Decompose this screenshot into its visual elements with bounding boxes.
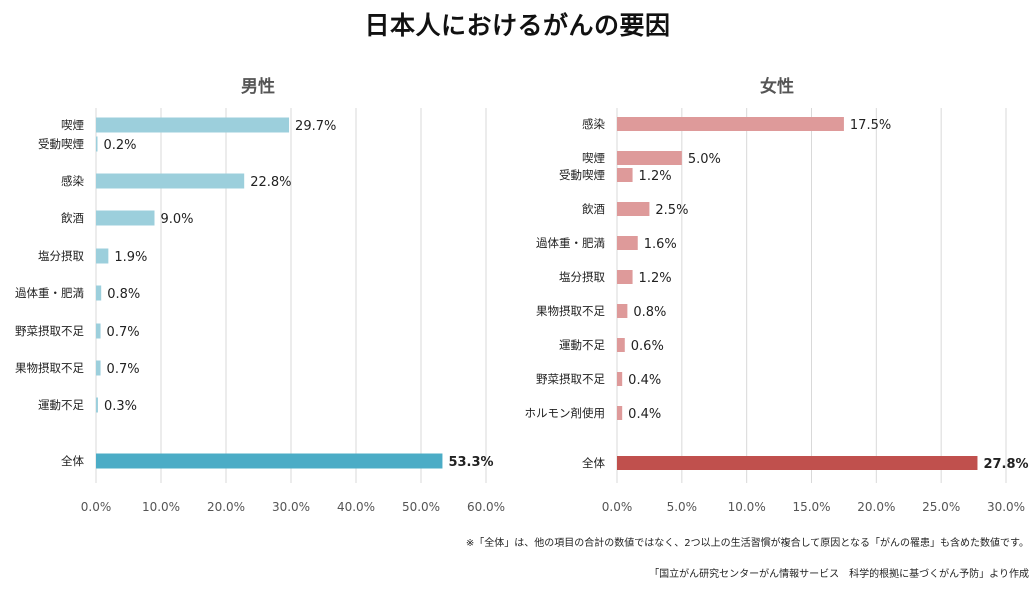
x-tick-label: 0.0% [602, 500, 633, 514]
bar [617, 338, 625, 352]
category-label: 喫煙 [582, 151, 605, 165]
data-label: 29.7% [295, 119, 336, 134]
x-tick-label: 60.0% [467, 500, 505, 514]
x-tick-label: 30.0% [987, 500, 1025, 514]
category-label: 受動喫煙 [559, 168, 605, 182]
x-tick-label: 40.0% [337, 500, 375, 514]
data-label: 1.2% [639, 271, 672, 286]
data-label: 0.8% [633, 305, 666, 320]
x-tick-label: 25.0% [922, 500, 960, 514]
category-label: 塩分摂取 [559, 270, 605, 284]
data-label: 0.6% [631, 339, 664, 354]
data-label: 2.5% [655, 203, 688, 218]
x-tick-label: 50.0% [402, 500, 440, 514]
bar [617, 270, 633, 284]
bar [617, 151, 682, 165]
x-tick-label: 15.0% [792, 500, 830, 514]
data-label: 27.8% [983, 457, 1028, 472]
bar [96, 136, 98, 152]
category-label: 飲酒 [61, 211, 84, 225]
data-label: 0.2% [104, 138, 137, 153]
bar [617, 456, 978, 470]
bar [617, 168, 633, 182]
category-label: 野菜摂取不足 [536, 372, 605, 386]
bar [96, 210, 155, 226]
bar [617, 236, 638, 250]
data-label: 1.2% [639, 169, 672, 184]
x-tick-label: 30.0% [272, 500, 310, 514]
bar [617, 372, 623, 386]
category-label: ホルモン剤使用 [525, 406, 606, 420]
data-label: 5.0% [688, 152, 721, 167]
bar [96, 360, 101, 376]
x-tick-label: 0.0% [81, 500, 112, 514]
data-label: 17.5% [850, 118, 891, 133]
category-label: 果物摂取不足 [15, 361, 84, 375]
page-title: 日本人におけるがんの要因 [364, 11, 671, 40]
data-label: 0.4% [628, 407, 661, 422]
category-label: 果物摂取不足 [536, 304, 605, 318]
chart-title: 男性 [241, 76, 275, 97]
data-label: 0.8% [107, 287, 140, 302]
category-label: 運動不足 [559, 338, 605, 352]
x-tick-label: 10.0% [142, 500, 180, 514]
category-label: 受動喫煙 [38, 137, 84, 151]
bar [617, 202, 650, 216]
female-chart: 女性 0.0% 5.0% 10.0% 15.0% 20.0% 25.0% 30.0% 感染 17.… [525, 76, 1029, 514]
category-label: 喫煙 [61, 118, 84, 132]
data-label: 0.7% [107, 325, 140, 340]
data-label: 1.6% [644, 237, 677, 252]
bar [96, 248, 109, 264]
category-label: 過体重・肥満 [15, 286, 84, 300]
bar [96, 453, 443, 469]
data-label: 0.7% [107, 362, 140, 377]
category-label: 全体 [61, 454, 84, 468]
x-tick-label: 5.0% [667, 500, 698, 514]
category-label: 感染 [582, 117, 605, 131]
data-label: 0.3% [104, 399, 137, 414]
bar [96, 285, 102, 301]
chart-title: 女性 [760, 76, 794, 97]
x-tick-label: 10.0% [728, 500, 766, 514]
data-label: 0.4% [628, 373, 661, 388]
category-label: 野菜摂取不足 [15, 324, 84, 338]
category-label: 運動不足 [38, 398, 84, 412]
data-label: 22.8% [250, 175, 291, 190]
footnote-source: 「国立がん研究センターがん情報サービス 科学的根拠に基づくがん予防」より作成 [649, 569, 1029, 580]
category-label: 全体 [582, 456, 605, 470]
category-label: 過体重・肥満 [536, 236, 605, 250]
bar [96, 397, 98, 413]
bar [96, 173, 245, 189]
category-label: 感染 [61, 174, 84, 188]
x-tick-label: 20.0% [207, 500, 245, 514]
bar [96, 117, 290, 133]
bar [617, 117, 844, 131]
bar [617, 304, 628, 318]
data-label: 53.3% [448, 455, 493, 470]
male-chart: 男性 0.0% 10.0% 20.0% 30.0% 40.0% 50.0% 60.0% 喫煙 29… [15, 76, 505, 514]
category-label: 飲酒 [582, 202, 605, 216]
x-tick-label: 20.0% [857, 500, 895, 514]
data-label: 1.9% [114, 250, 147, 265]
category-label: 塩分摂取 [38, 249, 84, 263]
footnote-note: ※「全体」は、他の項目の合計の数値ではなく、2つ以上の生活習慣が複合して原因とな… [465, 538, 1029, 549]
bar [617, 406, 623, 420]
data-label: 9.0% [161, 212, 194, 227]
bar [96, 323, 101, 339]
